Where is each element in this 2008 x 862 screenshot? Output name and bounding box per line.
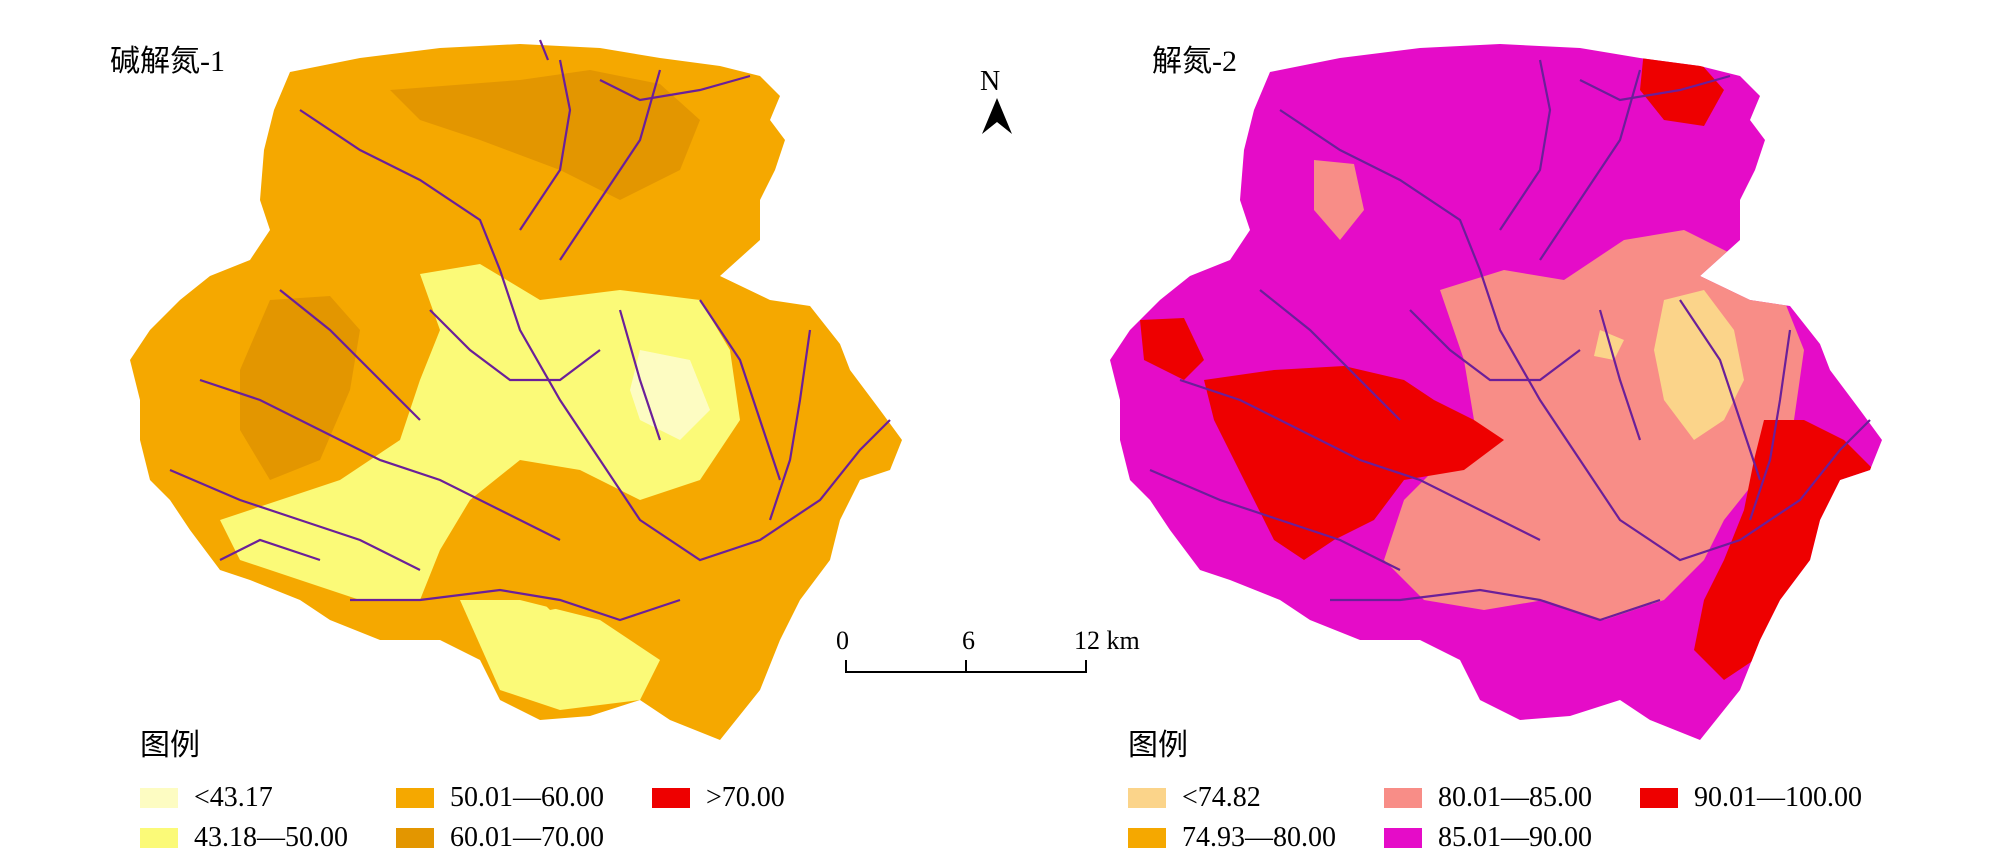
left-legend-label: <43.17 bbox=[194, 782, 273, 813]
left-legend-items: <43.17 43.18—50.00 50.01—60.00 60.01—70.00 >… bbox=[140, 778, 785, 858]
right-map-title: 解氮-2 bbox=[1152, 45, 1237, 78]
right-legend-swatch bbox=[1640, 788, 1678, 808]
right-legend-item: 85.01—90.00 bbox=[1384, 818, 1592, 858]
right-legend-label: 85.01—90.00 bbox=[1438, 822, 1592, 853]
scale-tick-12: 12 km bbox=[1074, 626, 1140, 655]
right-legend-label: 74.93—80.00 bbox=[1182, 822, 1336, 853]
north-arrow-label: N bbox=[980, 66, 1001, 97]
left-legend-title: 图例 bbox=[140, 729, 200, 762]
right-legend-swatch bbox=[1384, 788, 1422, 808]
right-legend-swatch bbox=[1128, 828, 1166, 848]
right-legend: 图例 <74.82 74.93—80.00 80.01—85.00 85.01—90.… bbox=[1128, 720, 1862, 858]
left-legend: 图例 <43.17 43.18—50.00 50.01—60.00 60.01—70.… bbox=[140, 720, 785, 858]
left-legend-item: 60.01—70.00 bbox=[396, 818, 604, 858]
left-legend-label: 50.01—60.00 bbox=[450, 782, 604, 813]
left-legend-item: <43.17 bbox=[140, 778, 348, 818]
right-legend-item: 90.01—100.00 bbox=[1640, 778, 1862, 818]
scale-bar-line bbox=[845, 660, 1087, 673]
scale-tick-0: 0 bbox=[836, 626, 849, 655]
left-river-network bbox=[169, 39, 891, 622]
left-legend-label: 43.18—50.00 bbox=[194, 822, 348, 853]
left-legend-swatch bbox=[396, 828, 434, 848]
left-legend-swatch bbox=[140, 828, 178, 848]
right-legend-label: 80.01—85.00 bbox=[1438, 782, 1592, 813]
left-map-panel: 碱解氮-1 图例 <43.17 43.18—50.00 50.01—60.00 60.… bbox=[110, 39, 902, 858]
left-legend-swatch bbox=[652, 788, 690, 808]
left-legend-item: >70.00 bbox=[652, 778, 785, 818]
left-legend-swatch bbox=[396, 788, 434, 808]
scale-tick-6: 6 bbox=[962, 626, 975, 655]
left-legend-item: 43.18—50.00 bbox=[140, 818, 348, 858]
right-legend-item: <74.82 bbox=[1128, 778, 1336, 818]
right-map-panel: 解氮-2 图例 <74.82 74.93—80.00 80.01—85.00 85.0… bbox=[1004, 0, 2008, 862]
right-legend-swatch bbox=[1128, 788, 1166, 808]
right-legend-items: <74.82 74.93—80.00 80.01—85.00 85.01—90.00 9… bbox=[1128, 778, 1862, 858]
right-legend-item: 80.01—85.00 bbox=[1384, 778, 1592, 818]
left-map-svg bbox=[130, 39, 902, 740]
right-legend-title: 图例 bbox=[1128, 729, 1188, 762]
left-legend-label: >70.00 bbox=[706, 782, 785, 813]
north-arrow: N bbox=[972, 66, 1022, 138]
right-map-svg bbox=[1110, 44, 1882, 740]
right-legend-label: <74.82 bbox=[1182, 782, 1261, 813]
right-legend-label: 90.01—100.00 bbox=[1694, 782, 1862, 813]
left-map-title: 碱解氮-1 bbox=[110, 45, 225, 78]
right-legend-swatch bbox=[1384, 828, 1422, 848]
left-legend-label: 60.01—70.00 bbox=[450, 822, 604, 853]
left-legend-item: 50.01—60.00 bbox=[396, 778, 604, 818]
right-river-network bbox=[1149, 59, 1871, 622]
right-legend-item: 74.93—80.00 bbox=[1128, 818, 1336, 858]
north-arrow-icon bbox=[982, 98, 1012, 134]
left-legend-swatch bbox=[140, 788, 178, 808]
scale-bar: 0 6 12 km bbox=[830, 626, 1160, 686]
